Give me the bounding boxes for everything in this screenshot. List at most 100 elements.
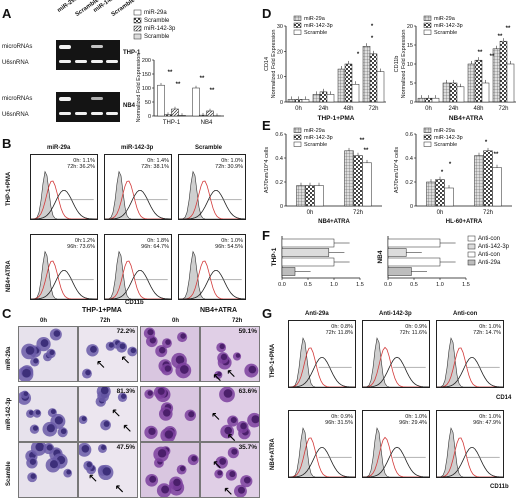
facs-condition-label: miR-29a bbox=[47, 145, 70, 151]
x-tick-label: 48h bbox=[343, 106, 353, 112]
y-tick-label: 0.2 bbox=[275, 180, 283, 186]
micrograph bbox=[140, 442, 200, 498]
bar bbox=[288, 99, 295, 102]
significance-mark: ** bbox=[478, 50, 483, 56]
x-tick-label: 1.5 bbox=[356, 282, 364, 288]
cell-nucleus bbox=[82, 416, 87, 421]
legend-swatch bbox=[134, 18, 141, 23]
legend-entry: miR-29a bbox=[434, 16, 456, 22]
gel-image-thp1 bbox=[56, 40, 120, 70]
time-label: 72h bbox=[100, 318, 110, 324]
y-tick-label: 0.4 bbox=[405, 156, 413, 162]
bar bbox=[388, 239, 440, 247]
cell-nucleus bbox=[131, 348, 136, 353]
cell-nucleus bbox=[180, 333, 186, 339]
bar bbox=[377, 72, 384, 102]
bar bbox=[482, 83, 489, 102]
differentiation-percent: 81.3% bbox=[117, 388, 135, 395]
facs-histogram: 0h: 1.4%72h: 38.1% bbox=[104, 154, 172, 220]
facs-histogram: 0h: 1.0%72h: 14.7% bbox=[436, 320, 504, 388]
legend-swatch bbox=[294, 23, 301, 28]
cell-nucleus bbox=[165, 365, 171, 371]
significance-mark: ** bbox=[364, 148, 369, 154]
cell-nucleus bbox=[36, 410, 41, 415]
legend-entry: miR-142-3p bbox=[304, 23, 333, 29]
y-axis-label: THP-1 bbox=[271, 247, 278, 266]
legend-entry: miR-142-3p bbox=[434, 135, 463, 141]
y-axis-label: CD14 bbox=[264, 57, 270, 71]
y-tick-label: 10 bbox=[277, 75, 283, 81]
y-tick-label: 50 bbox=[145, 100, 151, 106]
bar bbox=[450, 83, 457, 102]
bar bbox=[282, 249, 329, 257]
cell-nucleus bbox=[244, 477, 251, 484]
legend-entry: miR-142-3p bbox=[434, 23, 463, 29]
cell-nucleus bbox=[33, 358, 38, 363]
differentiation-percent: 63.6% bbox=[239, 388, 257, 395]
bar bbox=[443, 83, 450, 102]
arrow-marker bbox=[123, 357, 129, 363]
legend-swatch bbox=[294, 16, 301, 21]
panel-label-g: G bbox=[262, 306, 272, 321]
x-tick-label: 0h bbox=[425, 106, 432, 112]
histogram-control bbox=[363, 428, 429, 477]
cell-nucleus bbox=[26, 346, 35, 355]
legend-swatch bbox=[424, 16, 431, 21]
facs-condition-label: Scramble bbox=[195, 145, 222, 151]
x-tick-label: THP-1 bbox=[163, 120, 181, 126]
significance-mark: * bbox=[449, 162, 452, 168]
arrow-marker bbox=[90, 475, 96, 481]
x-tick-label: 1.5 bbox=[462, 282, 470, 288]
y-tick-label: 0 bbox=[280, 100, 283, 106]
cell-nucleus bbox=[50, 460, 58, 468]
cell-nucleus bbox=[165, 339, 170, 344]
row-label: THP-1+PMA bbox=[270, 344, 276, 378]
bar bbox=[507, 64, 514, 102]
significance-mark: ** bbox=[498, 34, 503, 40]
significance-mark: ** bbox=[490, 54, 495, 60]
bar bbox=[418, 98, 425, 102]
micrograph bbox=[140, 326, 200, 382]
arrow-marker bbox=[113, 410, 119, 416]
facs-histogram: 0h: 1.0%96h: 29.4% bbox=[362, 410, 430, 478]
facs-stat-late: 96h: 31.5% bbox=[325, 420, 353, 426]
x-tick-label: 0h bbox=[307, 210, 314, 216]
bar bbox=[370, 54, 377, 102]
cell-nucleus bbox=[101, 445, 106, 450]
facs-stat-late: 72h: 11.6% bbox=[400, 330, 427, 336]
group-label: NB4+ATRA bbox=[200, 307, 237, 314]
facs-stat-late: 96h: 47.9% bbox=[473, 420, 501, 426]
x-tick-label: NB4 bbox=[201, 120, 213, 126]
cell-nucleus bbox=[61, 428, 67, 434]
facs-condition-label: Anti-29a bbox=[305, 311, 329, 317]
facs-condition-label: miR-142-3p bbox=[121, 145, 153, 151]
bar bbox=[165, 115, 172, 116]
micrograph: 47.5% bbox=[78, 442, 138, 498]
facs-stat-late: 72h: 14.7% bbox=[473, 330, 501, 336]
x-axis-label: HL-60+ATRA bbox=[446, 219, 483, 225]
bar bbox=[172, 109, 179, 116]
bar bbox=[484, 151, 493, 206]
y-tick-label: 20 bbox=[407, 24, 413, 30]
facs-histogram: 0h: 1.0%96h: 54.5% bbox=[178, 234, 246, 300]
x-tick-label: 24h bbox=[448, 106, 458, 112]
bar bbox=[425, 98, 432, 102]
cell-nucleus bbox=[51, 409, 56, 414]
micrograph: 81.3% bbox=[78, 386, 138, 442]
legend-swatch bbox=[424, 128, 431, 133]
cell-nucleus bbox=[173, 479, 181, 487]
cell-nucleus bbox=[236, 353, 241, 358]
y-tick-label: 100 bbox=[142, 86, 151, 92]
facs-histogram: 0h: 0.9%96h: 31.5% bbox=[288, 410, 356, 478]
y-tick-label: 200 bbox=[142, 58, 151, 64]
bar bbox=[436, 180, 445, 206]
significance-mark: ** bbox=[210, 88, 215, 94]
facs-stat-late: 96h: 54.5% bbox=[215, 244, 243, 250]
bar bbox=[313, 94, 320, 102]
significance-mark: * bbox=[441, 170, 444, 176]
cell-nucleus bbox=[103, 467, 111, 475]
legend-swatch bbox=[134, 10, 141, 15]
